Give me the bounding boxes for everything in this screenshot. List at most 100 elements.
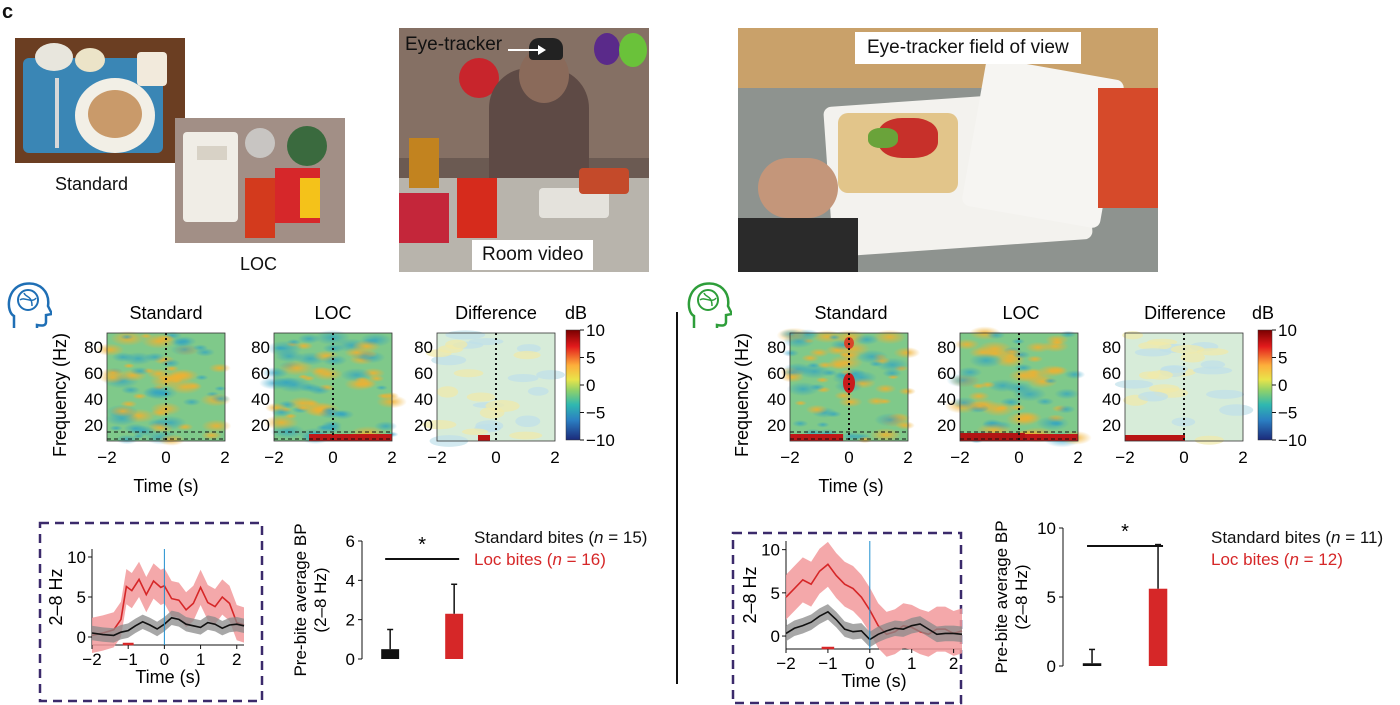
- loc-meal-photo: [175, 118, 345, 243]
- spectrogram-blob: [321, 354, 348, 366]
- y-tick-label: 10: [67, 548, 86, 567]
- spectrogram-blob: [967, 391, 990, 401]
- spectrogram-blob: [120, 334, 134, 340]
- spectrogram-blob: [527, 386, 549, 396]
- spectrogram-blob: [986, 331, 1006, 340]
- spectrogram-blob: [95, 343, 125, 356]
- spectrogram-blob: [826, 410, 842, 418]
- eye-tracker-arrow: [508, 45, 546, 55]
- x-tick-label: 0: [160, 650, 169, 669]
- spectrogram-panel: 80 60 40 20 −2 0 2: [251, 329, 407, 467]
- spectrogram-blob: [1054, 388, 1080, 400]
- spectrogram-blob: [828, 355, 864, 371]
- colorbar-tick-label: 0: [586, 376, 595, 395]
- spectrogram-blob: [263, 415, 299, 430]
- spectrogram-blob: [1170, 344, 1205, 354]
- spectrogram-xtick-label: 2: [903, 448, 912, 467]
- spectrogram-blob: [1171, 417, 1196, 427]
- legend-entry: Standard bites (n = 15): [474, 528, 647, 547]
- y-axis-label: 2–8 Hz: [740, 566, 760, 623]
- spectrogram-panel: 80 60 40 20 −2 0 2: [1102, 331, 1254, 467]
- spectrogram-blob: [1006, 411, 1040, 427]
- room-video-label: Room video: [472, 240, 594, 270]
- spectrogram-blob: [485, 400, 520, 412]
- spec-title-standard: Standard: [129, 303, 202, 323]
- colorbar-tick-label: 10: [586, 321, 605, 340]
- spectrogram-lowfreq-band: [478, 435, 490, 441]
- dashed-frame: [38, 521, 264, 703]
- spectrogram-lowfreq-band: [1125, 435, 1185, 441]
- spectrogram-blob: [431, 354, 467, 366]
- colorbar-tick-label: −10: [1278, 431, 1307, 450]
- colorbar-tick-label: 0: [1278, 376, 1287, 395]
- spectrogram-blob: [882, 369, 902, 378]
- spectrogram-blob: [144, 352, 166, 362]
- spectrogram-blob: [123, 363, 135, 369]
- spectrogram-xtick-label: 0: [1014, 448, 1023, 467]
- panel-letter: c: [2, 1, 14, 23]
- spectrogram-blob: [536, 370, 565, 380]
- spectrogram-ytick-label: 20: [414, 416, 433, 435]
- spectrogram-xtick-label: −2: [1115, 448, 1134, 467]
- spectrogram-blob: [1194, 435, 1225, 445]
- spectrogram-ytick-label: 80: [937, 338, 956, 357]
- spectrogram-panel: 80 60 40 20 −2 0 2: [84, 330, 232, 467]
- spectrogram-xtick-label: −2: [950, 448, 969, 467]
- spectrogram-blob: [271, 407, 292, 417]
- spectrogram-blob: [515, 415, 541, 428]
- spec-title-difference: Difference: [1144, 303, 1226, 323]
- spectrogram-blob: [1056, 405, 1076, 414]
- spectrogram-xtick-label: 2: [220, 448, 229, 467]
- standard-meal-label: Standard: [55, 174, 129, 194]
- spectrogram-xtick-label: 0: [161, 448, 170, 467]
- spectrogram-blob: [1047, 365, 1069, 375]
- spectrogram-ytick-label: 80: [767, 338, 786, 357]
- spectrogram-blob: [1160, 365, 1189, 373]
- y-axis-label: Pre-bite average BP: [992, 520, 1011, 673]
- spectrogram-ytick-label: 60: [84, 364, 103, 383]
- spectrogram-blob: [782, 349, 800, 357]
- x-axis-label: Time (s): [841, 671, 906, 691]
- spectrogram-blob: [794, 400, 807, 406]
- spectrogram-blob: [298, 383, 321, 393]
- spectrogram-blob: [319, 423, 343, 434]
- eye-tracker-label: Eye-tracker: [405, 34, 503, 55]
- bottom-charts: −2 −1 0 1 2 0 5 10 Time (s) 2–8 Hz −2 −1 0 1 2 0 5 10 Tim…: [38, 519, 1383, 705]
- spectrogram-xtick-label: −2: [264, 448, 283, 467]
- spectrogram-blob: [1050, 420, 1065, 427]
- spectrogram-blob: [878, 398, 892, 405]
- spectrogram-blob: [461, 428, 489, 436]
- spectrogram-blob: [946, 373, 980, 388]
- spectrogram-ytick-label: 40: [937, 390, 956, 409]
- colorbar-tick-label: 5: [586, 349, 595, 368]
- spectrogram-blob: [321, 406, 339, 414]
- spectrogram-blob: [109, 405, 136, 417]
- spectrogram-blob: [160, 358, 181, 368]
- spectrogram-blob: [1012, 386, 1047, 402]
- spectrogram-blob: [453, 369, 484, 378]
- spectrogram-blob: [376, 395, 407, 409]
- y-tick-label: 10: [761, 541, 780, 560]
- spectrogram-xtick-label: 0: [1179, 448, 1188, 467]
- room-video-photo: [399, 28, 649, 272]
- spectrogram-ytick-label: 40: [1102, 390, 1121, 409]
- spectrogram-ytick-label: 40: [251, 390, 270, 409]
- spectrogram-blob: [969, 353, 1003, 368]
- spectrogram-blob: [149, 373, 183, 389]
- y-tick-label: 0: [1047, 657, 1056, 676]
- spectrogram-blob: [1196, 348, 1229, 356]
- y-axis-label-unit: (2–8 Hz): [311, 567, 330, 632]
- spectrogram-lowfreq-band: [960, 433, 1025, 441]
- spectrogram-blob: [302, 399, 321, 408]
- spectrogram-blob: [954, 338, 980, 350]
- spectrogram-blob: [1026, 355, 1044, 363]
- spectrogram-blob: [872, 329, 907, 345]
- spectrogram-panel: 80 60 40 20 −2 0 2: [767, 327, 921, 467]
- spectrogram-blob: [184, 382, 202, 390]
- standard-meal-photo: [15, 38, 185, 163]
- spectrogram-blob: [422, 420, 457, 430]
- spectrogram-blob: [132, 393, 147, 400]
- spectrogram-blob: [1003, 348, 1021, 356]
- colorbar-tick-label: −5: [1278, 404, 1297, 423]
- x-tick-label: −2: [776, 654, 795, 673]
